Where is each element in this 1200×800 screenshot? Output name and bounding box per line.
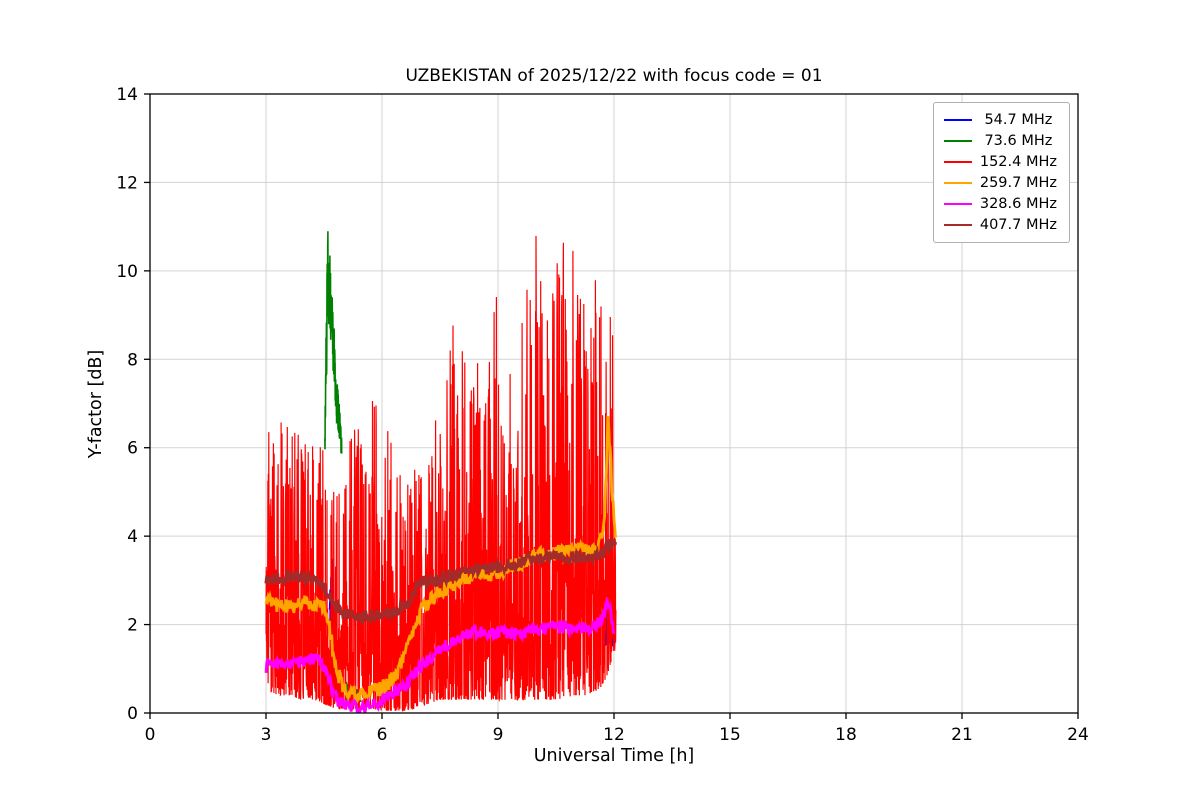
legend-item: 328.6 MHz <box>943 196 1057 212</box>
legend-label: 407.7 MHz <box>979 217 1057 233</box>
y-axis-label: Y-factor [dB] <box>86 349 106 459</box>
svg-text:12: 12 <box>116 173 138 193</box>
svg-text:3: 3 <box>261 725 272 745</box>
x-axis-label: Universal Time [h] <box>533 746 695 766</box>
legend-label: 328.6 MHz <box>979 196 1057 212</box>
legend-item: 54.7 MHz <box>943 112 1057 128</box>
svg-text:15: 15 <box>719 725 741 745</box>
legend-line-swatch <box>943 161 972 163</box>
svg-text:6: 6 <box>127 439 138 459</box>
legend-label: 259.7 MHz <box>979 175 1057 191</box>
svg-text:18: 18 <box>835 725 857 745</box>
legend-item: 152.4 MHz <box>943 154 1057 170</box>
legend-label: 152.4 MHz <box>979 154 1057 170</box>
legend-item: 73.6 MHz <box>943 133 1057 149</box>
legend-line-swatch <box>943 182 972 184</box>
svg-text:14: 14 <box>116 85 138 105</box>
legend-line-swatch <box>943 140 972 142</box>
svg-text:24: 24 <box>1067 725 1089 745</box>
legend: 54.7 MHz 73.6 MHz 152.4 MHz 259.7 MHz 328.6… <box>932 102 1070 243</box>
legend-label: 73.6 MHz <box>979 133 1053 149</box>
legend-item: 259.7 MHz <box>943 175 1057 191</box>
svg-text:10: 10 <box>116 262 138 282</box>
svg-text:21: 21 <box>951 725 973 745</box>
svg-text:4: 4 <box>127 527 138 547</box>
legend-line-swatch <box>943 119 972 121</box>
legend-line-swatch <box>943 224 972 226</box>
svg-text:12: 12 <box>603 725 625 745</box>
legend-item: 407.7 MHz <box>943 217 1057 233</box>
svg-text:6: 6 <box>377 725 388 745</box>
svg-text:9: 9 <box>493 725 504 745</box>
legend-line-swatch <box>943 203 972 205</box>
svg-text:0: 0 <box>127 704 138 724</box>
legend-label: 54.7 MHz <box>979 112 1053 128</box>
svg-text:8: 8 <box>127 350 138 370</box>
chart-title: UZBEKISTAN of 2025/12/22 with focus code… <box>405 66 823 86</box>
svg-text:2: 2 <box>127 616 138 636</box>
svg-text:0: 0 <box>145 725 156 745</box>
